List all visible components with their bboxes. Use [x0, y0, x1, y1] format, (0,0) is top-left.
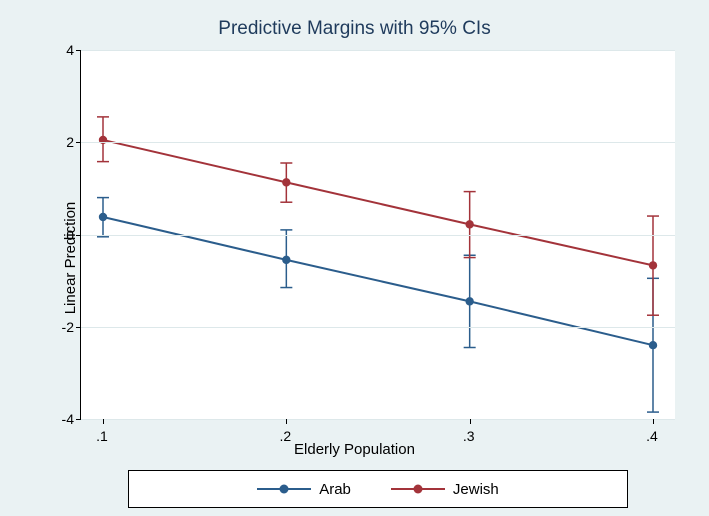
data-point: [465, 220, 473, 228]
legend-label-jewish: Jewish: [453, 481, 499, 498]
y-axis-label: Linear Prediction: [62, 202, 79, 315]
ytick-label: -2: [44, 319, 74, 335]
legend-item-arab: Arab: [257, 480, 351, 498]
gridline: [81, 327, 675, 328]
data-point: [649, 261, 657, 269]
legend-swatch-arab: [257, 480, 311, 498]
ytick-label: 4: [44, 42, 74, 58]
legend-label-arab: Arab: [319, 481, 351, 498]
data-point: [99, 213, 107, 221]
chart-title: Predictive Margins with 95% CIs: [0, 18, 709, 40]
xtick-mark: [286, 419, 287, 424]
ytick-label: -4: [44, 411, 74, 427]
xtick-mark: [653, 419, 654, 424]
data-point: [649, 341, 657, 349]
plot-area: [80, 50, 675, 420]
gridline: [81, 419, 675, 420]
xtick-label: .4: [646, 428, 658, 444]
xtick-label: .3: [463, 428, 475, 444]
gridline: [81, 50, 675, 51]
ytick-label: 0: [44, 227, 74, 243]
legend-item-jewish: Jewish: [391, 480, 499, 498]
data-point: [465, 297, 473, 305]
gridline: [81, 235, 675, 236]
xtick-mark: [103, 419, 104, 424]
data-point: [282, 178, 290, 186]
gridline: [81, 142, 675, 143]
ytick-mark: [76, 50, 81, 51]
legend-dot-arab: [280, 485, 289, 494]
ytick-mark: [76, 327, 81, 328]
legend-box: Arab Jewish: [128, 470, 628, 508]
xtick-label: .1: [96, 428, 108, 444]
data-point: [282, 256, 290, 264]
ytick-label: 2: [44, 134, 74, 150]
legend-swatch-jewish: [391, 480, 445, 498]
xtick-label: .2: [279, 428, 291, 444]
ytick-mark: [76, 235, 81, 236]
ytick-mark: [76, 142, 81, 143]
series-line-jewish: [103, 140, 653, 265]
chart-frame: Predictive Margins with 95% CIs Linear P…: [0, 0, 709, 516]
xtick-mark: [470, 419, 471, 424]
legend-dot-jewish: [413, 485, 422, 494]
ytick-mark: [76, 419, 81, 420]
